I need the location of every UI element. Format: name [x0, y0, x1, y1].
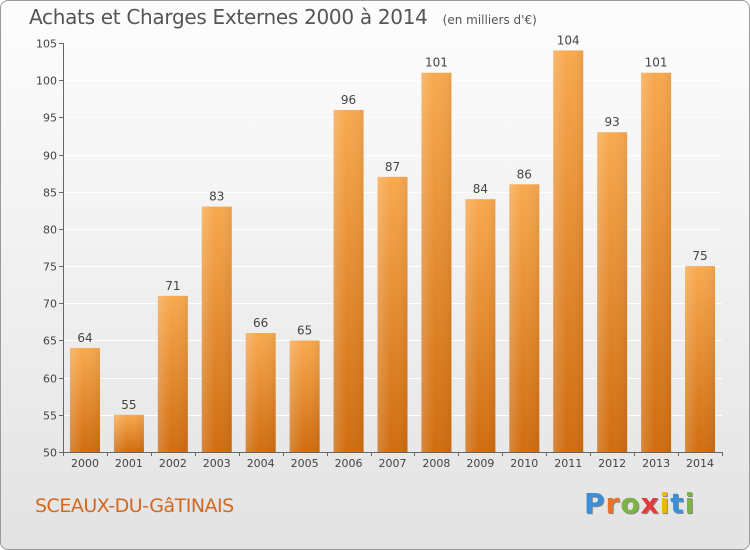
x-tick-label-2013: 2013	[642, 457, 670, 470]
y-tick-label-65: 65	[43, 335, 57, 348]
bars	[69, 50, 716, 453]
x-tick-label-2000: 2000	[71, 457, 99, 470]
bar-shade-2013	[641, 72, 672, 452]
bar-shade-2008	[421, 72, 452, 452]
data-label-2001: 55	[121, 398, 136, 412]
bar-shade-2011	[553, 50, 584, 452]
axes: 50 55 60 65 70 75 80 85 90 95 100 105 2000 2001 2002 20…	[36, 38, 723, 470]
y-tick-label-105: 105	[36, 38, 57, 51]
y-tick-label-60: 60	[43, 373, 57, 386]
chart-title-text: Achats et Charges Externes 2000 à 2014	[29, 5, 428, 29]
brand-letter: o	[620, 487, 641, 520]
data-label-2008: 101	[425, 56, 448, 70]
y-tick-label-50: 50	[43, 447, 57, 460]
x-tick-label-2003: 2003	[203, 457, 231, 470]
bar-shade-2000	[69, 347, 100, 452]
commune-name: SCEAUX-DU-GâTINAIS	[35, 495, 234, 517]
bar-shade-2012	[597, 132, 628, 452]
x-tick-label-2002: 2002	[159, 457, 187, 470]
data-label-2013: 101	[645, 56, 668, 70]
brand-letter: r	[605, 487, 621, 520]
y-tick-label-85: 85	[43, 187, 57, 200]
y-tick-label-95: 95	[43, 112, 57, 125]
chart-title: Achats et Charges Externes 2000 à 2014 (…	[29, 5, 537, 29]
data-label-2004: 66	[253, 316, 268, 330]
x-tick-label-2012: 2012	[598, 457, 626, 470]
bar-shade-2006	[333, 109, 364, 452]
bar-shade-2003	[201, 206, 232, 452]
x-tick-label-2009: 2009	[466, 457, 494, 470]
data-labels: 64 55 71 83 66 65 96 87 101 84 86 104 93 101 75	[77, 33, 707, 411]
data-label-2002: 71	[165, 279, 180, 293]
chart-unit-label: (en milliers d'€)	[442, 13, 537, 27]
bar-shade-2010	[509, 184, 540, 453]
proxiti-logo[interactable]: Proxiti	[584, 487, 695, 520]
bar-shade-2005	[289, 340, 320, 452]
bar-shade-2009	[465, 199, 496, 452]
y-tick-label-70: 70	[43, 298, 57, 311]
data-label-2006: 96	[341, 93, 356, 107]
data-label-2012: 93	[605, 115, 620, 129]
y-tick-label-75: 75	[43, 261, 57, 274]
data-label-2014: 75	[692, 249, 707, 263]
x-tick-label-2008: 2008	[422, 457, 450, 470]
data-label-2009: 84	[473, 182, 488, 196]
x-tick-label-2011: 2011	[554, 457, 582, 470]
data-label-2007: 87	[385, 160, 400, 174]
data-label-2010: 86	[517, 167, 532, 181]
y-tick-label-80: 80	[43, 224, 57, 237]
x-tick-label-2004: 2004	[247, 457, 275, 470]
bar-shade-2001	[113, 414, 144, 452]
x-tick-label-2001: 2001	[115, 457, 143, 470]
brand-letter: P	[584, 487, 606, 520]
brand-letter: x	[640, 487, 660, 520]
data-label-2005: 65	[297, 323, 312, 337]
bar-shade-2007	[377, 176, 408, 452]
brand-letter: t	[670, 487, 685, 520]
data-label-2011: 104	[557, 33, 580, 47]
brand-letter: i	[684, 487, 696, 520]
y-tick-label-55: 55	[43, 410, 57, 423]
bar-shade-2014	[685, 266, 716, 452]
data-label-2003: 83	[209, 190, 224, 204]
x-tick-label-2010: 2010	[510, 457, 538, 470]
x-tick-label-2007: 2007	[379, 457, 407, 470]
y-tick-label-100: 100	[36, 75, 57, 88]
data-label-2000: 64	[77, 331, 92, 345]
bar-shade-2002	[157, 295, 188, 452]
x-tick-label-2014: 2014	[686, 457, 714, 470]
brand-letter: i	[659, 487, 671, 520]
x-tick-label-2005: 2005	[291, 457, 319, 470]
y-tick-label-90: 90	[43, 150, 57, 163]
bar-shade-2004	[245, 333, 276, 452]
x-tick-label-2006: 2006	[335, 457, 363, 470]
